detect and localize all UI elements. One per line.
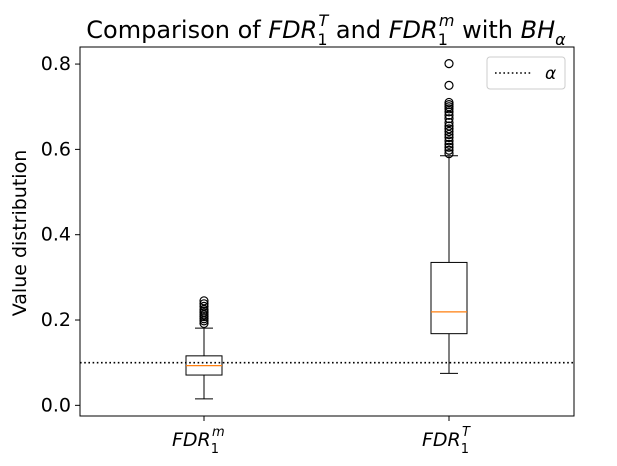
flier-point	[444, 136, 454, 146]
axes: 0.0 0.2 0.4 0.6 0.8	[41, 46, 575, 421]
flier-point	[444, 59, 454, 69]
y-tick-label: 0.4	[41, 224, 71, 246]
flier-point	[444, 145, 454, 155]
flier-point	[444, 149, 454, 159]
x-tick-label-fdr-m: FDR1m	[172, 425, 225, 457]
flier-point	[199, 299, 209, 309]
flier-point	[444, 124, 454, 134]
x-tick-label-fdr-t: FDR1T	[422, 425, 471, 457]
x-tick-labels: FDR1m FDR1T	[172, 425, 471, 457]
flier-point	[444, 117, 454, 128]
box-group-1	[430, 59, 468, 374]
flier-point	[199, 296, 209, 306]
chart-title: Comparison of FDR1T and FDR1m with BHα	[86, 11, 566, 49]
flier-point	[444, 107, 454, 117]
legend-alpha-label: α	[545, 64, 556, 84]
flier-point	[444, 97, 454, 108]
legend: α	[486, 56, 566, 90]
y-tick-label: 0.6	[41, 138, 71, 160]
flier-point	[444, 139, 454, 149]
box-group-0	[185, 296, 223, 400]
flier-point	[444, 114, 454, 124]
y-axis-label: Value distribution	[9, 150, 31, 317]
flier-point	[199, 301, 209, 311]
axes-frame	[79, 46, 575, 417]
plot-area	[80, 59, 574, 400]
flier-point	[444, 142, 454, 152]
flier-point	[444, 121, 454, 131]
y-tick-label: 0.0	[41, 394, 71, 416]
y-tick-label: 0.8	[41, 53, 71, 75]
box-iqr	[430, 261, 468, 335]
flier-point	[444, 80, 454, 90]
flier-point	[444, 126, 454, 137]
y-tick-label: 0.2	[41, 309, 71, 331]
